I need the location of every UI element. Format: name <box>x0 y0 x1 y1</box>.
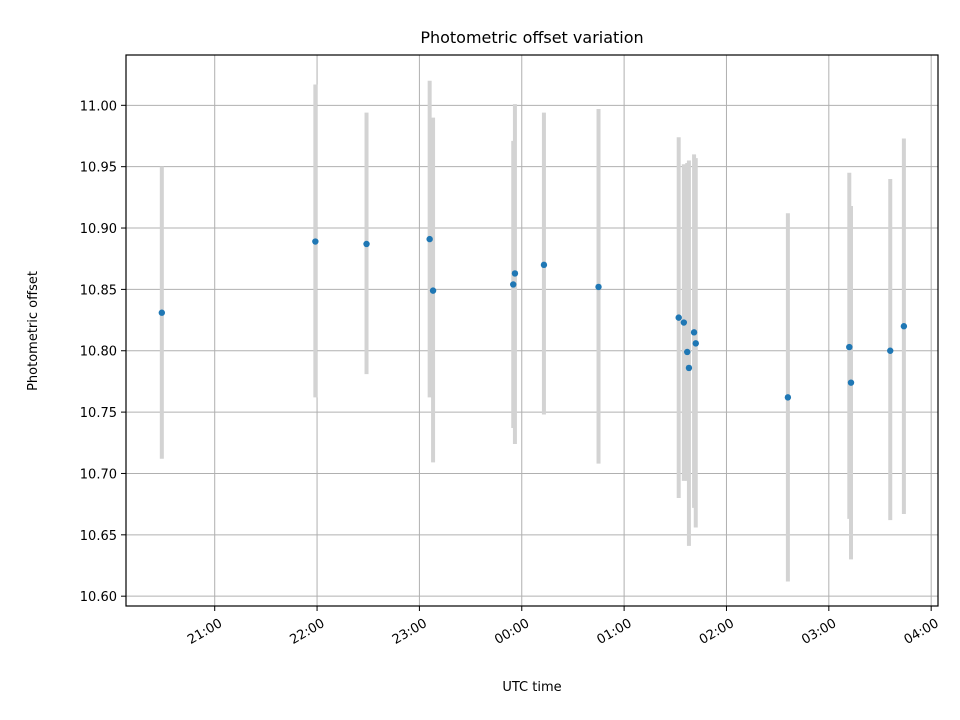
data-point <box>158 309 166 316</box>
data-point <box>900 323 908 330</box>
data-point <box>680 319 688 326</box>
x-tick-label: 21:00 <box>185 616 225 648</box>
data-point <box>684 348 691 356</box>
y-tick-label: 10.85 <box>80 283 117 298</box>
data-point <box>675 314 682 321</box>
y-tick-label: 10.80 <box>80 345 117 360</box>
error-bars <box>159 80 906 582</box>
y-tick-label: 11.00 <box>80 99 117 114</box>
data-point <box>363 240 370 248</box>
x-tick-label: 22:00 <box>288 616 328 648</box>
data-point <box>540 261 548 269</box>
x-axis-label: UTC time <box>502 680 561 695</box>
data-point <box>690 329 698 336</box>
y-axis: 10.60 10.65 10.70 10.75 10.80 10.85 10.90 10.95… <box>80 99 126 605</box>
data-point <box>887 347 894 354</box>
x-tick-label: 00:00 <box>492 616 532 648</box>
data-point <box>511 270 519 277</box>
data-point <box>312 238 319 245</box>
data-point <box>595 283 602 291</box>
data-point <box>847 379 855 386</box>
x-tick-label: 23:00 <box>390 616 430 648</box>
plot-frame <box>125 54 939 607</box>
data-point <box>685 364 693 372</box>
data-point <box>426 235 433 243</box>
x-tick-label: 01:00 <box>595 616 635 648</box>
x-axis: 21:00 22:00 23:00 00:00 01:00 02:00 03:00 04:00 <box>185 606 942 648</box>
x-tick-label: 02:00 <box>697 616 737 648</box>
y-tick-label: 10.60 <box>80 590 117 605</box>
data-point <box>429 287 437 294</box>
grid <box>126 55 938 606</box>
y-tick-label: 10.70 <box>80 467 117 482</box>
data-point <box>692 340 699 347</box>
data-point <box>846 343 853 351</box>
y-axis-label: Photometric offset <box>26 271 41 391</box>
x-tick-label: 03:00 <box>799 616 839 648</box>
chart-title: Photometric offset variation <box>420 28 643 47</box>
data-point <box>510 281 517 288</box>
y-tick-label: 10.75 <box>80 406 117 421</box>
x-tick-label: 04:00 <box>902 616 942 648</box>
data-point <box>784 394 792 401</box>
y-tick-label: 10.65 <box>80 529 117 544</box>
y-tick-label: 10.90 <box>80 222 117 237</box>
y-tick-label: 10.95 <box>80 161 117 176</box>
data-points <box>158 235 908 401</box>
